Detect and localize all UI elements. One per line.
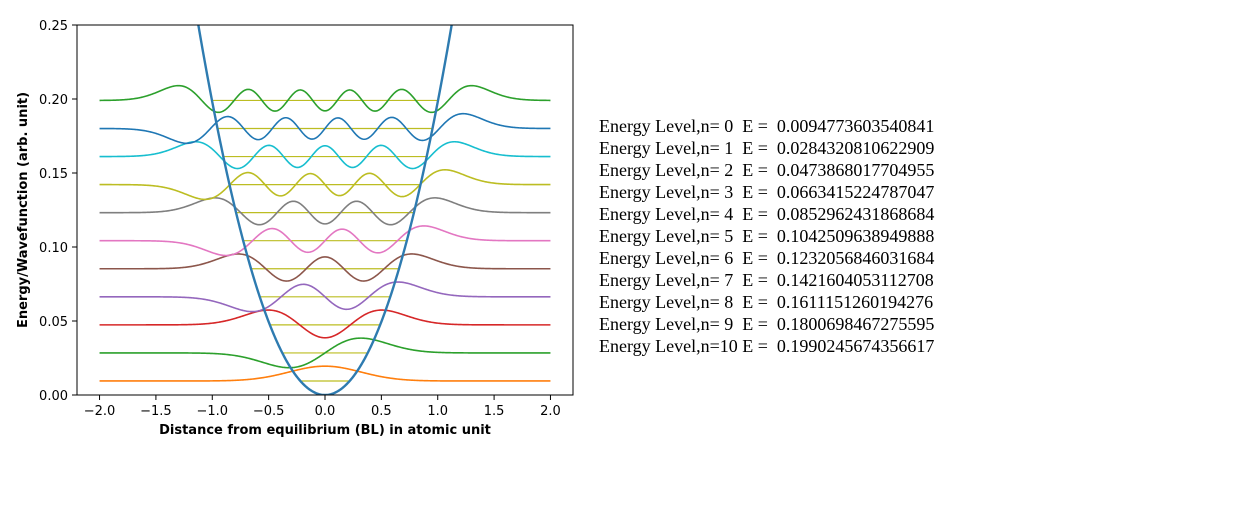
wavefunction-n2 (99, 309, 551, 339)
wavefunction-n8 (99, 140, 551, 170)
y-tick-label: 0.15 (39, 167, 68, 182)
x-tick-label: −2.0 (84, 404, 116, 419)
wavefunction-n7 (99, 168, 551, 201)
y-tick-label: 0.25 (39, 19, 68, 34)
wavefunction-n9 (99, 112, 551, 145)
y-axis: 0.00 0.05 0.10 0.15 0.20 0.25 (39, 19, 77, 404)
energy-level-row: Energy Level,n= 7 E = 0.1421604053112708 (599, 270, 934, 290)
wavefunction-chart: −2.0 −1.5 −1.0 −0.5 0.0 0.5 1.0 1.5 2.0 0.00 0.05… (16, 19, 574, 438)
x-tick-label: −1.0 (196, 404, 228, 419)
energy-level-list: Energy Level,n= 0 E = 0.0094773603540841… (599, 115, 934, 357)
x-tick-label: −1.5 (140, 404, 172, 419)
wavefunction-n6 (99, 197, 551, 226)
potential-curve (197, 25, 453, 395)
y-axis-label: Energy/Wavefunction (arb. unit) (16, 92, 31, 328)
x-tick-label: 2.0 (540, 404, 561, 419)
y-tick-label: 0.10 (39, 241, 68, 256)
wavefunction-n4 (99, 253, 551, 282)
plot-frame (76, 24, 574, 396)
wavefunction-n1 (99, 337, 551, 369)
energy-level-row: Energy Level,n= 6 E = 0.1232056846031684 (599, 248, 935, 268)
y-tick-label: 0.05 (39, 315, 68, 330)
wavefunction-n0 (99, 365, 551, 382)
energy-level-row: Energy Level,n= 3 E = 0.0663415224787047 (599, 182, 935, 202)
energy-level-row: Energy Level,n= 4 E = 0.0852962431868684 (599, 204, 935, 224)
x-axis: −2.0 −1.5 −1.0 −0.5 0.0 0.5 1.0 1.5 2.0 (84, 395, 561, 419)
energy-level-row: Energy Level,n= 9 E = 0.1800698467275595 (599, 314, 935, 334)
y-tick-label: 0.00 (39, 389, 68, 404)
plot-area (99, 25, 551, 395)
wavefunction-n10 (99, 84, 551, 114)
y-tick-label: 0.20 (39, 93, 68, 108)
x-tick-label: 0.5 (371, 404, 392, 419)
wavefunction-n5 (99, 225, 551, 257)
x-tick-label: 1.0 (427, 404, 448, 419)
x-tick-label: 0.0 (315, 404, 336, 419)
energy-level-row: Energy Level,n= 0 E = 0.0094773603540841 (599, 116, 935, 136)
x-tick-label: −0.5 (253, 404, 285, 419)
energy-level-row: Energy Level,n= 8 E = 0.1611151260194276 (599, 292, 934, 312)
x-tick-label: 1.5 (484, 404, 505, 419)
energy-level-row: Energy Level,n= 2 E = 0.0473868017704955 (599, 160, 935, 180)
energy-level-row: Energy Level,n=10 E = 0.1990245674356617 (599, 336, 935, 356)
energy-level-row: Energy Level,n= 5 E = 0.1042509638949888 (599, 226, 935, 246)
wavefunction-n3 (99, 281, 551, 313)
x-axis-label: Distance from equilibrium (BL) in atomic… (159, 423, 491, 438)
energy-level-row: Energy Level,n= 1 E = 0.0284320810622909 (599, 138, 935, 158)
